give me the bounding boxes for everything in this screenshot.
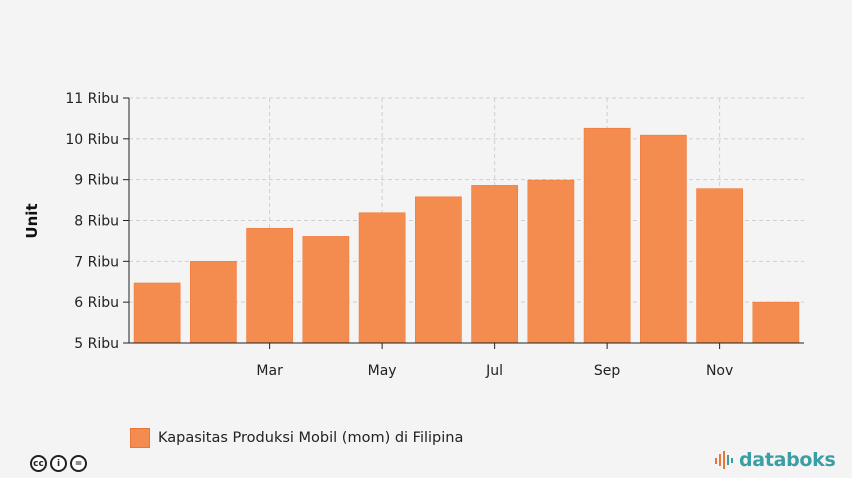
bar-jan[interactable] xyxy=(133,282,181,344)
nd-icon[interactable]: = xyxy=(70,455,87,472)
bar-sep[interactable] xyxy=(583,127,631,344)
y-tick-label: 8 Ribu xyxy=(74,214,119,230)
bar-oct[interactable] xyxy=(640,134,687,344)
bar-jun[interactable] xyxy=(415,196,462,344)
bar-nov[interactable] xyxy=(696,188,743,344)
bar-chart: 5 Ribu 6 Ribu 7 Ribu 8 Ribu 9 Ribu 10 Ribu 11 … xyxy=(23,91,804,379)
bar-apr[interactable] xyxy=(302,236,350,344)
x-tick-label: Mar xyxy=(256,363,283,379)
legend-label: Kapasitas Produksi Mobil (mom) di Filipi… xyxy=(158,430,464,446)
y-tick-label: 9 Ribu xyxy=(74,173,119,189)
y-axis-label: Unit xyxy=(23,203,41,238)
bar-jul[interactable] xyxy=(471,185,518,344)
legend-swatch xyxy=(130,428,150,448)
x-tick-labels: Mar May Jul Sep Nov xyxy=(256,363,733,379)
license-icons[interactable]: cc i = xyxy=(30,455,87,472)
x-tick-label: Jul xyxy=(485,363,503,379)
cc-icon[interactable]: cc xyxy=(30,455,47,472)
bar-feb[interactable] xyxy=(190,261,237,344)
bar-may[interactable] xyxy=(358,212,406,344)
databoks-logo-icon xyxy=(715,451,733,469)
y-tick-label: 5 Ribu xyxy=(74,336,119,352)
x-tick-label: Nov xyxy=(706,363,733,379)
axes xyxy=(123,97,804,349)
y-tick-labels: 5 Ribu 6 Ribu 7 Ribu 8 Ribu 9 Ribu 10 Ribu 11 … xyxy=(65,91,119,352)
bar-dec[interactable] xyxy=(752,301,800,344)
by-icon[interactable]: i xyxy=(50,455,67,472)
x-tick-label: Sep xyxy=(594,363,621,379)
y-tick-label: 10 Ribu xyxy=(65,132,119,148)
y-tick-label: 6 Ribu xyxy=(74,295,119,311)
bars xyxy=(133,127,800,344)
bar-mar[interactable] xyxy=(246,227,293,344)
brand-name: databoks xyxy=(739,449,836,471)
legend[interactable]: Kapasitas Produksi Mobil (mom) di Filipi… xyxy=(130,428,463,448)
y-tick-label: 7 Ribu xyxy=(74,254,119,270)
y-tick-label: 11 Ribu xyxy=(65,91,119,107)
bar-aug[interactable] xyxy=(527,179,575,344)
brand-logo[interactable]: databoks xyxy=(714,449,836,471)
x-tick-label: May xyxy=(368,363,397,379)
